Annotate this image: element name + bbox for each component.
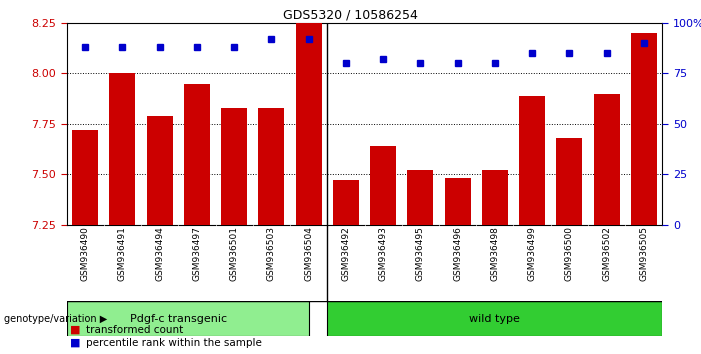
Text: GDS5320 / 10586254: GDS5320 / 10586254 — [283, 9, 418, 22]
Text: wild type: wild type — [470, 314, 520, 324]
Text: genotype/variation ▶: genotype/variation ▶ — [4, 314, 107, 324]
Text: GSM936498: GSM936498 — [491, 226, 499, 281]
Bar — [221, 108, 247, 225]
Text: GSM936503: GSM936503 — [267, 226, 276, 281]
Bar — [557, 138, 583, 225]
Bar — [594, 93, 620, 225]
Text: GSM936502: GSM936502 — [602, 226, 611, 281]
Bar — [109, 73, 135, 225]
Bar — [296, 23, 322, 225]
Bar — [631, 33, 657, 225]
Text: GSM936496: GSM936496 — [453, 226, 462, 281]
Text: GSM936492: GSM936492 — [341, 226, 350, 281]
Text: GSM936490: GSM936490 — [81, 226, 90, 281]
Text: GSM936494: GSM936494 — [155, 226, 164, 281]
Text: ■: ■ — [70, 338, 81, 348]
Bar — [72, 130, 98, 225]
Text: GSM936497: GSM936497 — [193, 226, 201, 281]
Bar — [327, 301, 662, 336]
Text: transformed count: transformed count — [86, 325, 183, 335]
Text: GSM936491: GSM936491 — [118, 226, 127, 281]
Bar — [67, 301, 308, 336]
Bar — [370, 146, 396, 225]
Text: Pdgf-c transgenic: Pdgf-c transgenic — [130, 314, 227, 324]
Bar — [259, 108, 285, 225]
Text: GSM936495: GSM936495 — [416, 226, 425, 281]
Text: GSM936501: GSM936501 — [230, 226, 238, 281]
Bar — [482, 170, 508, 225]
Text: ■: ■ — [70, 325, 81, 335]
Text: GSM936499: GSM936499 — [528, 226, 536, 281]
Bar — [407, 170, 433, 225]
Bar — [333, 181, 359, 225]
Text: percentile rank within the sample: percentile rank within the sample — [86, 338, 261, 348]
Bar — [184, 84, 210, 225]
Bar — [147, 116, 172, 225]
Bar — [519, 96, 545, 225]
Text: GSM936500: GSM936500 — [565, 226, 574, 281]
Text: GSM936493: GSM936493 — [379, 226, 388, 281]
Text: GSM936505: GSM936505 — [639, 226, 648, 281]
Bar — [444, 178, 470, 225]
Text: GSM936504: GSM936504 — [304, 226, 313, 281]
